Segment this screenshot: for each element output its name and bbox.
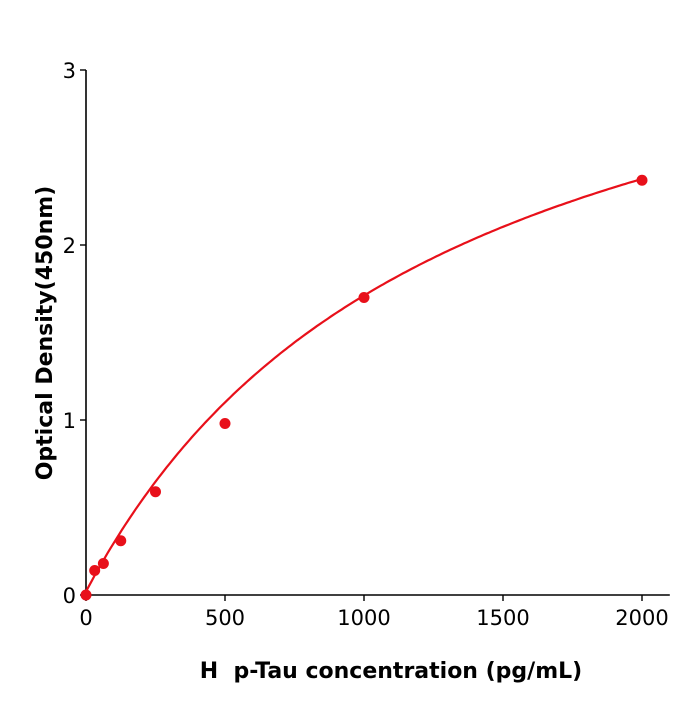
x-tick-label: 0 [79, 606, 92, 630]
data-point [97, 558, 109, 569]
x-tick-label: 2000 [615, 606, 668, 630]
data-point [358, 292, 370, 303]
x-axis-label: H p-Tau concentration (pg/mL) [200, 659, 582, 684]
plot-area [80, 174, 648, 601]
y-tick-label: 0 [63, 584, 76, 608]
y-tick-label: 1 [63, 409, 76, 433]
data-point [150, 486, 161, 498]
y-axis-label: Optical Density(450nm) [33, 186, 58, 481]
data-point [80, 589, 92, 601]
x-tick-label: 1000 [337, 606, 390, 630]
y-tick-label: 2 [63, 234, 76, 258]
y-tick-label: 3 [63, 59, 76, 83]
data-point [89, 565, 101, 576]
data-point [115, 535, 127, 547]
fit-curve [85, 177, 643, 593]
x-tick-label: 500 [205, 606, 245, 630]
x-tick-label: 1500 [476, 606, 529, 630]
data-point [636, 174, 648, 186]
axes: 0 500 1000 1500 2000 0 1 2 3 [63, 59, 670, 630]
data-point [219, 418, 231, 429]
